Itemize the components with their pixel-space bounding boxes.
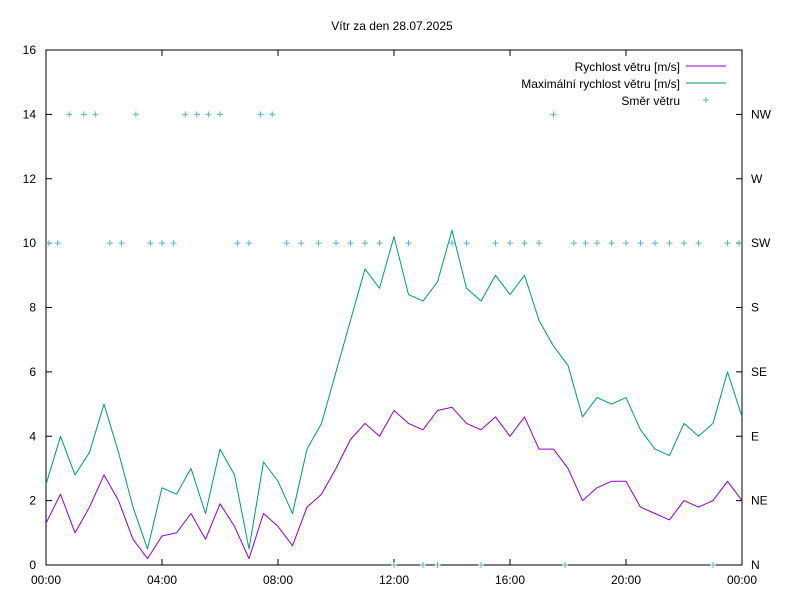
- direction-point: [507, 240, 513, 247]
- direction-point: [246, 240, 252, 247]
- direction-point: [283, 240, 290, 247]
- legend-swatch-direction: [703, 97, 709, 103]
- direction-point: [391, 562, 397, 568]
- legend: Rychlost větru [m/s] Maximální rychlost …: [521, 60, 726, 108]
- direction-point: [45, 240, 52, 247]
- direction-point: [637, 240, 644, 247]
- y-left-tick-label: 14: [23, 107, 37, 121]
- direction-point: [118, 240, 125, 247]
- legend-label-direction: Směr větru: [621, 94, 680, 108]
- direction-point: [710, 562, 716, 568]
- direction-point: [182, 111, 189, 118]
- plot-frame: [45, 49, 743, 566]
- direction-point: [492, 240, 499, 247]
- y-left-axis-ticks: 0 2 4 6 8 10 12 14 16: [23, 43, 52, 572]
- direction-point: [582, 240, 589, 247]
- direction-point: [66, 111, 73, 118]
- x-tick-label: 20:00: [611, 573, 641, 587]
- y-right-tick-label: NW: [751, 107, 772, 121]
- x-tick-label: 12:00: [379, 573, 409, 587]
- direction-point: [536, 240, 542, 247]
- direction-point: [550, 111, 557, 118]
- direction-point: [234, 240, 241, 247]
- x-tick-label: 16:00: [495, 573, 525, 587]
- direction-point: [724, 240, 731, 247]
- direction-point: [347, 240, 354, 247]
- direction-point: [159, 240, 165, 247]
- direction-point: [449, 240, 455, 247]
- y-left-tick-label: 6: [29, 365, 36, 379]
- y-left-tick-label: 2: [29, 494, 36, 508]
- x-tick-label: 00:00: [727, 573, 757, 587]
- direction-point: [92, 111, 99, 118]
- y-left-tick-label: 0: [29, 558, 36, 572]
- direction-point: [623, 240, 629, 247]
- y-right-tick-label: SW: [751, 236, 771, 250]
- y-right-tick-label: S: [751, 301, 759, 315]
- direction-point: [463, 240, 470, 247]
- direction-point: [681, 240, 687, 247]
- direction-point: [269, 111, 276, 118]
- y-left-tick-label: 8: [29, 301, 36, 315]
- direction-point: [478, 562, 484, 568]
- direction-point: [652, 240, 658, 247]
- direction-point: [217, 111, 223, 118]
- direction-point: [562, 562, 569, 568]
- direction-point: [434, 562, 441, 568]
- x-tick-label: 08:00: [263, 573, 293, 587]
- y-right-axis-ticks: N NE E SE S SW W NW: [736, 107, 772, 572]
- y-left-tick-label: 16: [23, 43, 37, 57]
- direction-point: [695, 240, 702, 247]
- direction-point: [205, 111, 212, 118]
- direction-point: [132, 111, 139, 118]
- direction-point: [376, 240, 383, 247]
- direction-point: [333, 240, 339, 247]
- legend-label-max-speed: Maximální rychlost větru [m/s]: [521, 77, 680, 91]
- direction-point: [147, 240, 154, 247]
- direction-point: [80, 111, 87, 118]
- direction-point: [315, 240, 322, 247]
- direction-point: [106, 240, 113, 247]
- direction-point: [666, 240, 673, 247]
- direction-point: [594, 240, 600, 247]
- series-layer: [45, 111, 743, 568]
- direction-point: [54, 240, 61, 247]
- x-tick-label: 04:00: [147, 573, 177, 587]
- y-left-tick-label: 4: [29, 429, 36, 443]
- x-axis-ticks: 00:00 04:00 08:00 12:00 16:00 20:00 00:00: [31, 50, 757, 587]
- direction-point: [420, 562, 426, 568]
- direction-point: [608, 240, 615, 247]
- series-line-1: [45, 229, 743, 550]
- direction-point: [170, 240, 177, 247]
- direction-point: [405, 240, 412, 247]
- plot-border: [45, 49, 743, 566]
- direction-point: [193, 111, 200, 118]
- direction-point: [298, 240, 305, 247]
- y-right-tick-label: W: [751, 172, 763, 186]
- x-tick-label: 00:00: [31, 573, 61, 587]
- y-left-tick-label: 10: [23, 236, 37, 250]
- y-right-tick-label: NE: [751, 494, 768, 508]
- y-right-tick-label: N: [751, 558, 760, 572]
- series-line-0: [45, 406, 743, 560]
- y-left-tick-label: 12: [23, 172, 37, 186]
- direction-point: [257, 111, 264, 118]
- y-right-tick-label: E: [751, 429, 759, 443]
- legend-label-speed: Rychlost větru [m/s]: [575, 60, 680, 74]
- direction-point: [362, 240, 368, 247]
- direction-point: [570, 240, 577, 247]
- direction-point: [521, 240, 528, 247]
- y-right-tick-label: SE: [751, 365, 767, 379]
- chart-title: Vítr za den 28.07.2025: [331, 19, 453, 33]
- direction-point: [736, 240, 743, 247]
